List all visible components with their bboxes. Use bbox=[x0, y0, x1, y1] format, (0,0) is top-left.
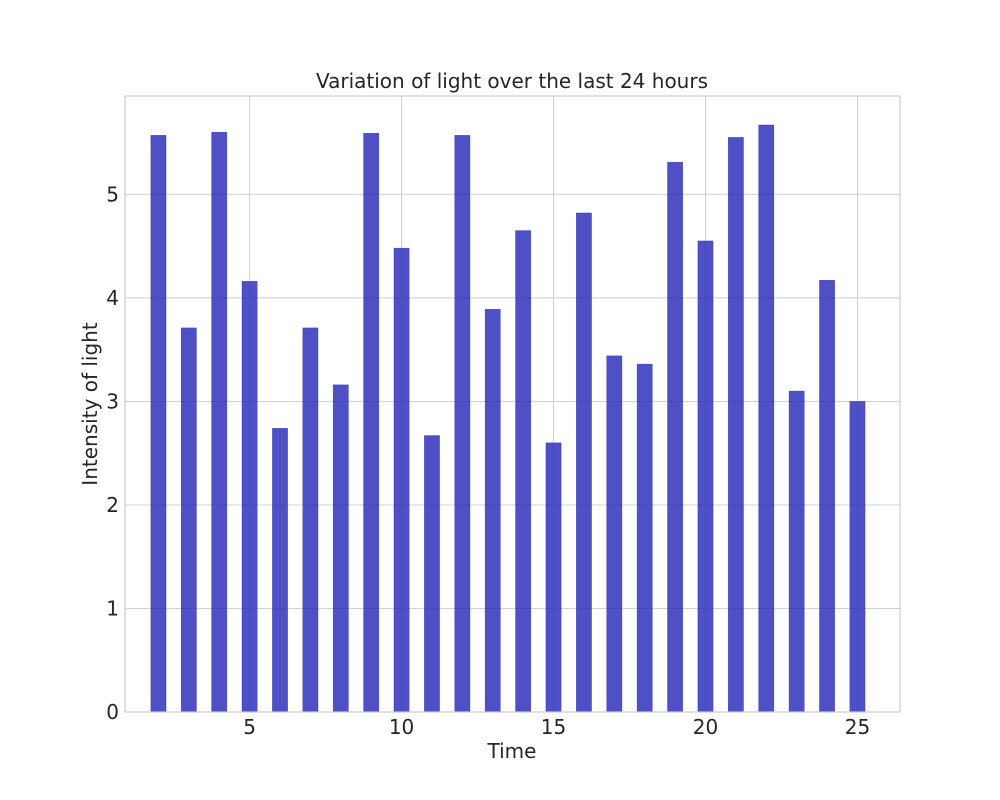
y-tick-label: 5 bbox=[106, 182, 119, 206]
bar bbox=[697, 240, 714, 713]
chart-title: Variation of light over the last 24 hour… bbox=[316, 69, 708, 93]
bar bbox=[819, 279, 835, 713]
grid bbox=[125, 96, 900, 713]
plot-frame bbox=[124, 95, 901, 713]
x-axis-label: Time bbox=[487, 739, 537, 763]
bar bbox=[636, 363, 653, 713]
y-tick-label: 1 bbox=[106, 596, 119, 620]
x-tick-label: 10 bbox=[389, 715, 414, 739]
y-tick-label: 2 bbox=[106, 493, 119, 517]
bar bbox=[363, 132, 380, 713]
bar bbox=[393, 247, 410, 713]
bars bbox=[150, 124, 866, 713]
bar bbox=[211, 131, 228, 713]
x-tick-label: 25 bbox=[845, 715, 870, 739]
y-axis-label: Intensity of light bbox=[78, 322, 102, 486]
y-tick-label: 4 bbox=[106, 286, 119, 310]
bar bbox=[302, 327, 319, 713]
bar bbox=[576, 212, 592, 713]
bar bbox=[758, 124, 775, 713]
y-tick-label: 3 bbox=[106, 389, 119, 413]
bar bbox=[788, 390, 805, 713]
x-tick-label: 15 bbox=[541, 715, 566, 739]
bar bbox=[180, 327, 197, 713]
bar bbox=[545, 442, 562, 713]
bar bbox=[515, 230, 532, 713]
bar bbox=[667, 161, 683, 713]
bar bbox=[484, 308, 501, 713]
bar bbox=[241, 281, 258, 713]
bar bbox=[424, 435, 440, 713]
y-tick-label: 0 bbox=[106, 700, 119, 724]
bar bbox=[332, 384, 349, 713]
x-tick-labels: 5 10 15 20 25 bbox=[243, 715, 870, 739]
x-tick-label: 5 bbox=[243, 715, 256, 739]
bar bbox=[606, 355, 623, 713]
y-tick-labels: 0 1 2 3 4 5 bbox=[106, 182, 119, 724]
bar bbox=[727, 137, 744, 713]
x-tick-label: 20 bbox=[693, 715, 718, 739]
bar bbox=[150, 135, 167, 713]
bar bbox=[454, 135, 471, 713]
bar bbox=[849, 401, 866, 713]
bar bbox=[272, 428, 288, 713]
